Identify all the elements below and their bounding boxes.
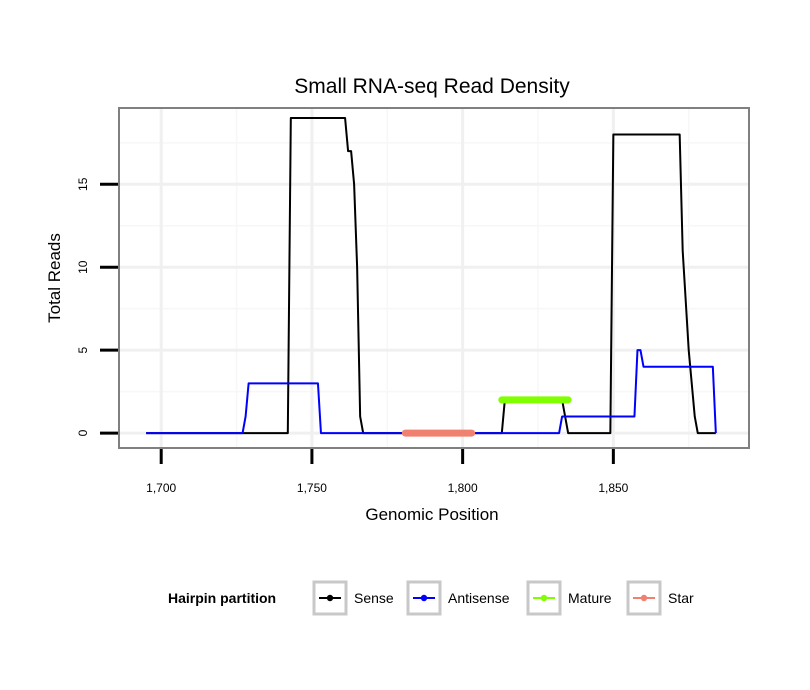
legend-label-star: Star xyxy=(668,590,694,606)
x-tick-label: 1,750 xyxy=(297,481,327,495)
x-axis-title: Genomic Position xyxy=(365,505,498,524)
y-axis-title: Total Reads xyxy=(45,233,64,323)
legend-key-dot-mature xyxy=(540,594,548,602)
legend-key-dot-antisense xyxy=(420,594,428,602)
legend-label-sense: Sense xyxy=(354,590,394,606)
x-tick-label: 1,800 xyxy=(448,481,478,495)
legend: Hairpin partition Sense Antisense Mature St… xyxy=(168,580,694,616)
y-tick-label: 10 xyxy=(76,260,90,274)
legend-key-dot-star xyxy=(640,594,648,602)
legend-label-mature: Mature xyxy=(568,590,612,606)
series-group xyxy=(146,116,717,437)
chart-title: Small RNA-seq Read Density xyxy=(294,75,570,98)
legend-key-dot-sense xyxy=(326,594,334,602)
series-line-antisense xyxy=(146,349,717,435)
plot-background xyxy=(119,108,749,448)
legend-key-sense xyxy=(312,580,348,616)
y-tick-label: 0 xyxy=(76,429,90,436)
axes: 1,700 1,750 1,800 1,850 0 5 10 15 xyxy=(76,177,629,495)
x-tick-label: 1,850 xyxy=(598,481,628,495)
legend-label-antisense: Antisense xyxy=(448,590,510,606)
x-tick-label: 1,700 xyxy=(146,481,176,495)
y-tick-label: 15 xyxy=(76,177,90,191)
legend-title: Hairpin partition xyxy=(168,590,276,606)
plot-border xyxy=(118,107,750,449)
y-tick-label: 5 xyxy=(76,346,90,353)
